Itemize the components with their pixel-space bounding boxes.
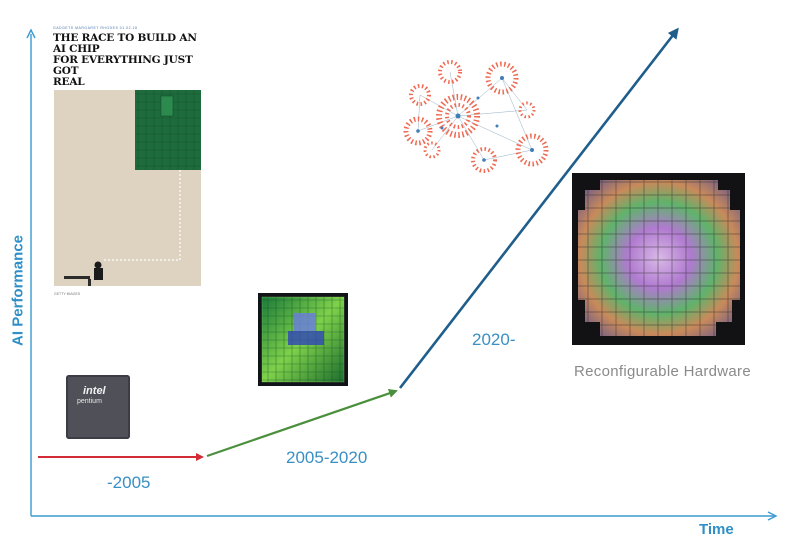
reconfigurable-wafer-image — [572, 173, 745, 345]
chip-brand-text: intel — [83, 385, 106, 397]
reconfigurable-hardware-caption: Reconfigurable Hardware — [574, 363, 751, 380]
article-screenshot-image: GADGETS MARGARET RHODES 01.02.18 THE RAC… — [53, 26, 201, 298]
y-axis-arrowhead — [26, 28, 36, 39]
era-label-recent: 2020- — [472, 330, 516, 349]
article-headline-line: FOR EVERYTHING JUST GOT — [53, 54, 193, 77]
y-axis-label: AI Performance — [9, 235, 27, 346]
article-photo-credit: GETTY IMAGES — [54, 292, 81, 296]
arrow-middle-era — [206, 389, 398, 458]
chip-model-text: pentium — [77, 398, 102, 405]
intel-pentium-chip-image: intel pentium — [66, 375, 130, 439]
network-graph-image — [403, 60, 549, 173]
x-axis-label: Time — [699, 521, 734, 538]
article-kicker: GADGETS MARGARET RHODES 01.02.18 — [53, 26, 138, 30]
era-label-middle: 2005-2020 — [286, 448, 368, 467]
x-axis-arrowhead — [767, 511, 778, 521]
article-headline: THE RACE TO BUILD AN AI CHIP FOR EVERYTH… — [53, 33, 201, 88]
arrow-recent-era — [398, 27, 679, 389]
era-label-early: -2005 — [107, 473, 151, 492]
article-headline-line: THE RACE TO BUILD AN AI CHIP — [53, 32, 197, 55]
article-illustration — [54, 90, 201, 286]
gpu-die-image — [258, 293, 348, 386]
article-photo — [54, 90, 201, 286]
article-headline-line: REAL — [53, 76, 85, 88]
